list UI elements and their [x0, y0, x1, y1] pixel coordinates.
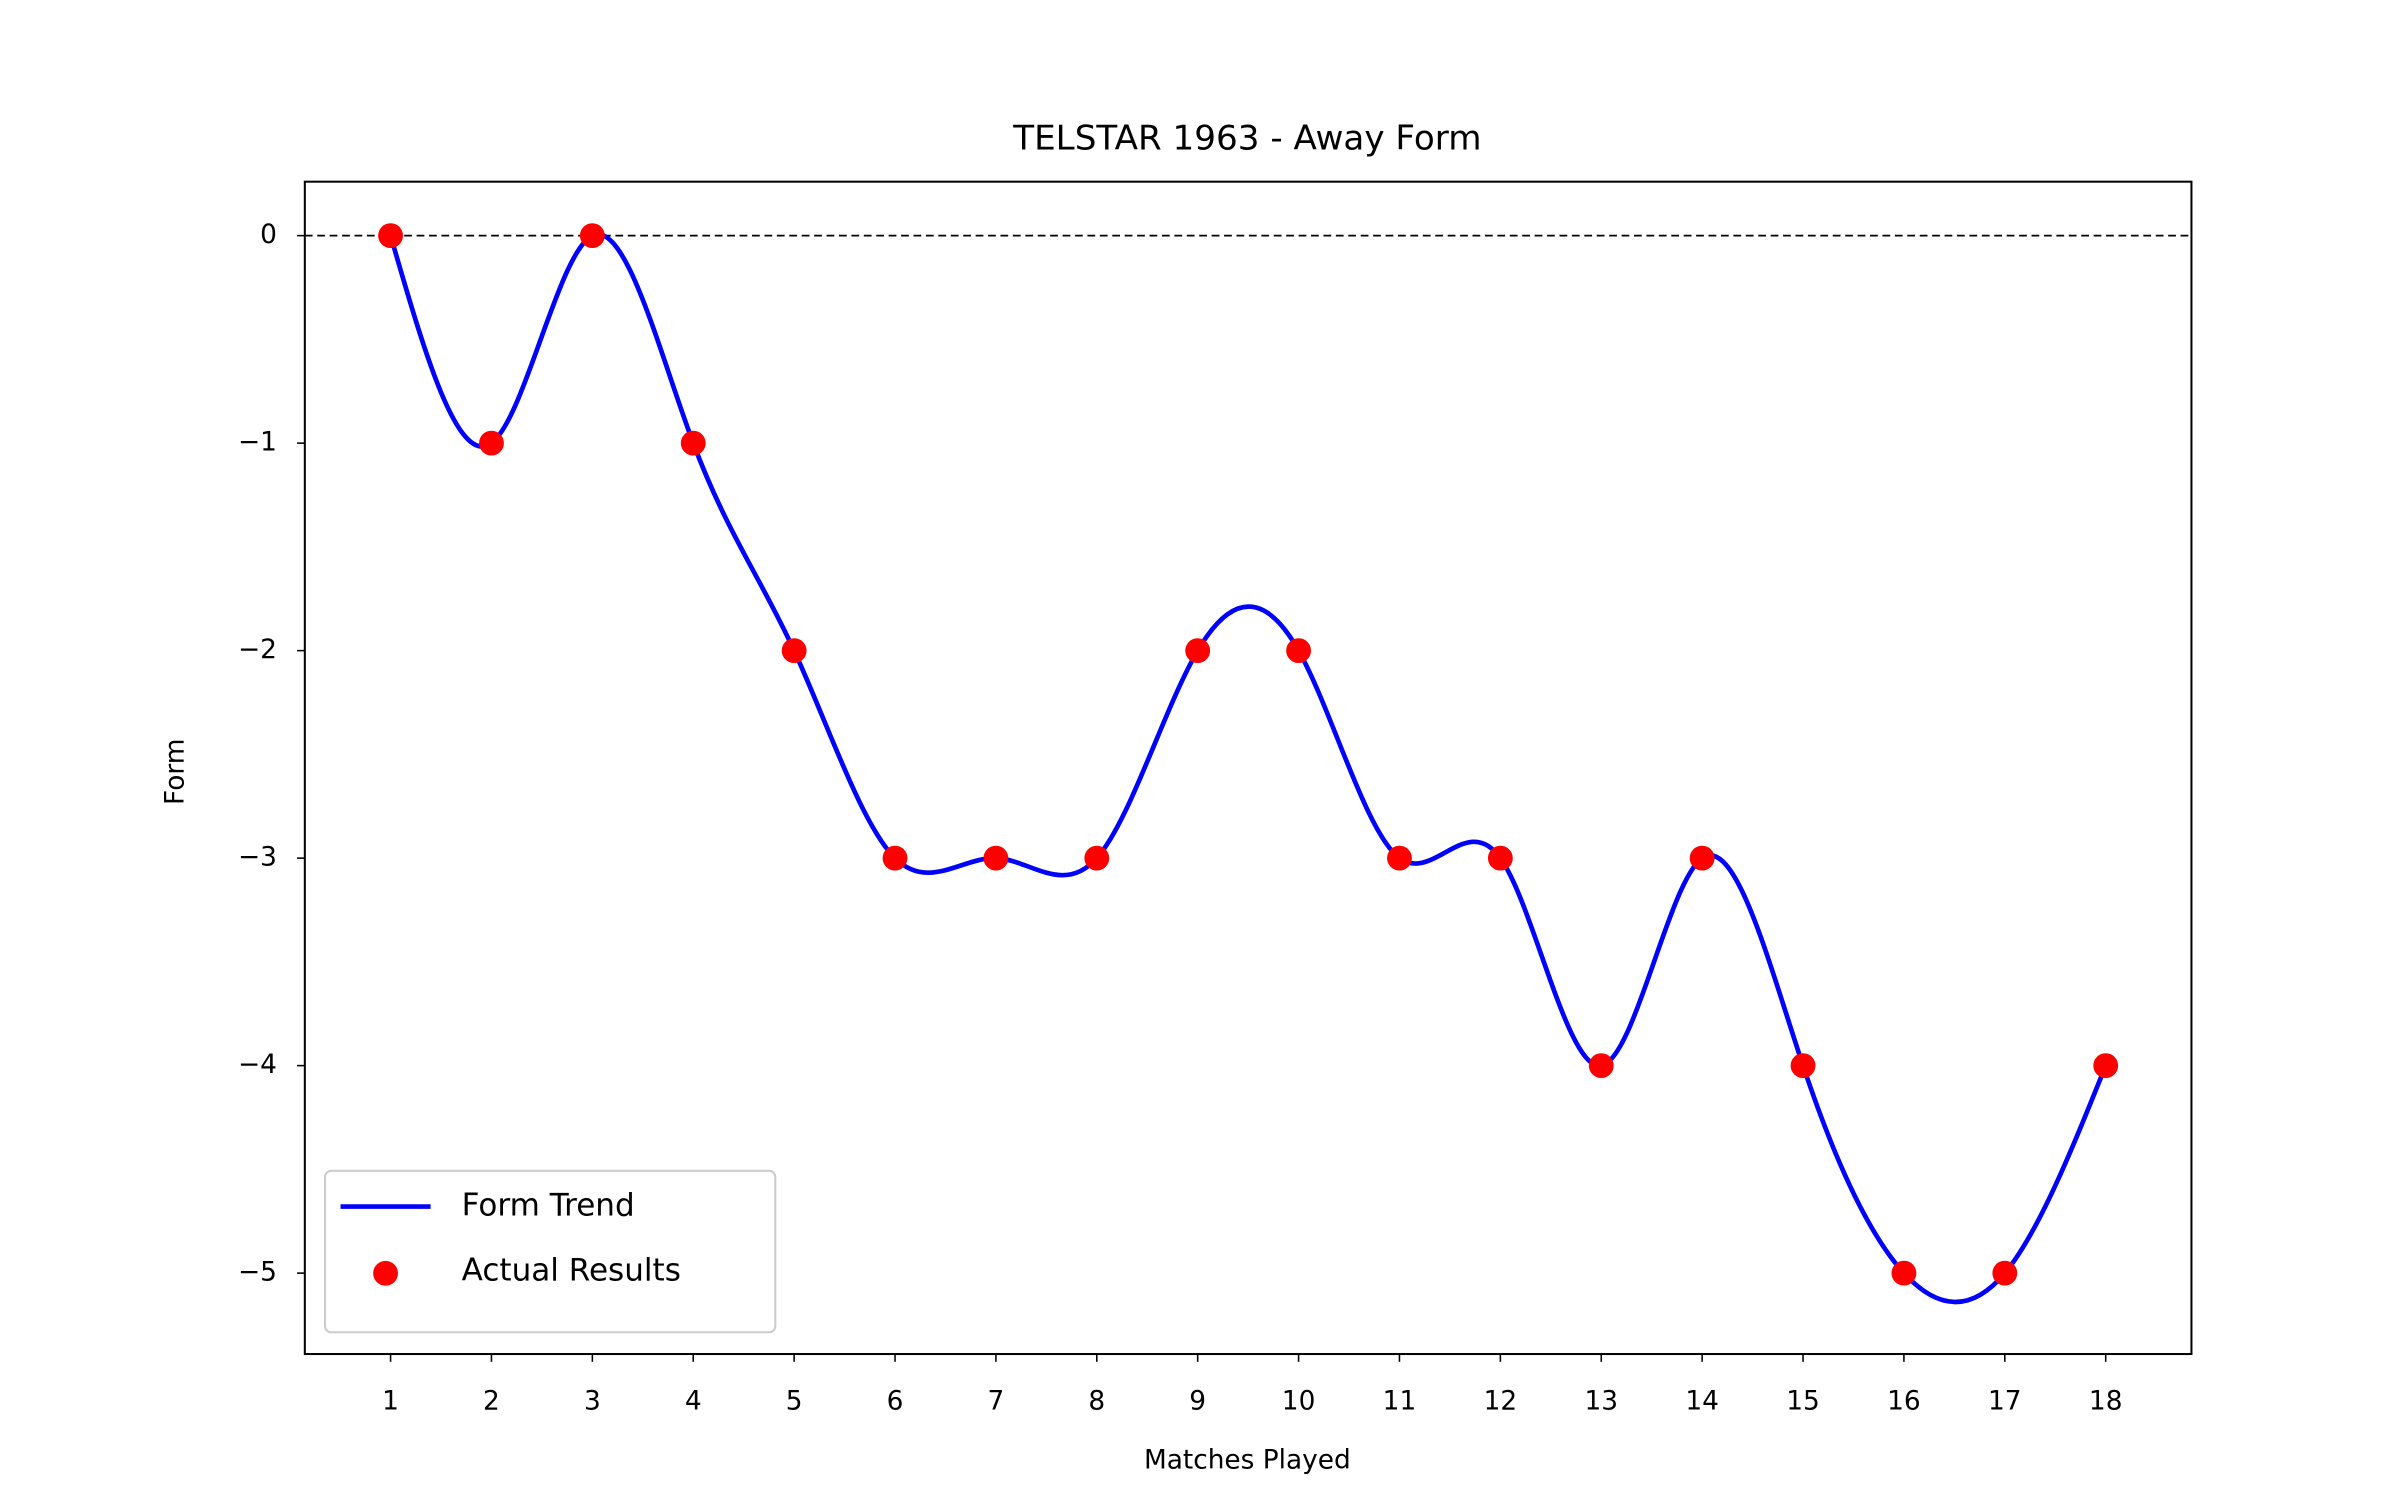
y-tick-label: −3: [238, 843, 277, 873]
x-tick-label: 16: [1887, 1387, 1921, 1417]
x-tick-label: 7: [988, 1387, 1005, 1417]
x-tick-label: 15: [1786, 1387, 1820, 1417]
y-tick-label: 0: [260, 220, 277, 250]
result-point: [2093, 1053, 2119, 1079]
y-tick-label: −4: [238, 1050, 277, 1080]
result-point: [781, 638, 807, 664]
x-tick-label: 8: [1088, 1387, 1105, 1417]
x-tick-label: 3: [584, 1387, 601, 1417]
x-tick-label: 2: [483, 1387, 500, 1417]
y-tick-label: −2: [238, 635, 277, 665]
x-tick-label: 6: [887, 1387, 904, 1417]
x-tick-label: 14: [1685, 1387, 1719, 1417]
trend-line: [388, 232, 2108, 1305]
result-point: [1487, 845, 1513, 871]
x-tick-label: 17: [1988, 1387, 2022, 1417]
result-point: [1891, 1260, 1917, 1286]
result-point: [579, 223, 605, 249]
result-point: [1286, 638, 1312, 664]
result-point: [378, 223, 403, 249]
y-axis-label: Form: [160, 739, 190, 805]
x-tick-label: 5: [786, 1387, 803, 1417]
result-point: [1084, 845, 1110, 871]
x-tick-label: 12: [1484, 1387, 1518, 1417]
result-point: [1992, 1260, 2018, 1286]
result-point: [680, 430, 706, 456]
result-point: [983, 845, 1009, 871]
result-point: [1790, 1053, 1816, 1079]
legend-label: Actual Results: [462, 1253, 681, 1289]
result-point: [479, 430, 504, 456]
legend-marker: [373, 1260, 398, 1286]
x-tick-label: 18: [2089, 1387, 2123, 1417]
result-point: [1387, 845, 1412, 871]
x-tick-label: 1: [382, 1387, 399, 1417]
chart-title: TELSTAR 1963 - Away Form: [1012, 118, 1481, 158]
y-tick-label: −1: [238, 428, 277, 458]
result-point: [1185, 638, 1211, 664]
x-axis-label: Matches Played: [1144, 1446, 1351, 1476]
legend-box: [323, 1169, 777, 1334]
result-point: [882, 845, 908, 871]
x-tick-label: 9: [1189, 1387, 1206, 1417]
x-tick-label: 10: [1282, 1387, 1316, 1417]
x-tick-label: 13: [1584, 1387, 1618, 1417]
x-tick-label: 11: [1383, 1387, 1417, 1417]
plot-frame: [303, 180, 2193, 1356]
x-tick-label: 4: [685, 1387, 702, 1417]
result-point: [1588, 1053, 1614, 1079]
result-point: [1689, 845, 1715, 871]
legend-label: Form Trend: [462, 1188, 635, 1224]
y-tick-label: −5: [238, 1258, 277, 1288]
